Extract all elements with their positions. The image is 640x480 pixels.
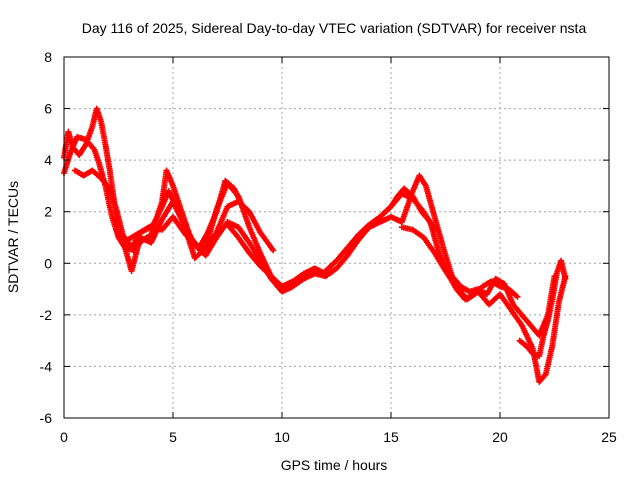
- x-tick-label: 25: [601, 429, 617, 445]
- grid: [64, 57, 609, 418]
- plot-area: [61, 105, 569, 385]
- y-tick-label: 6: [44, 101, 52, 117]
- data-point: [270, 247, 277, 254]
- y-tick-label: 8: [44, 49, 52, 65]
- series-sat-d: [113, 180, 329, 290]
- y-tick-label: 4: [44, 152, 52, 168]
- x-tick-label: 10: [274, 429, 290, 445]
- x-tick-label: 20: [492, 429, 508, 445]
- x-tick-label: 15: [383, 429, 399, 445]
- x-axis-label: GPS time / hours: [281, 457, 388, 473]
- y-tick-label: -4: [40, 358, 53, 374]
- y-tick-label: -6: [40, 410, 53, 426]
- y-axis-label: SDTVAR / TECUs: [5, 181, 21, 293]
- y-tick-label: 2: [44, 204, 52, 220]
- chart-title: Day 116 of 2025, Sidereal Day-to-day VTE…: [82, 20, 587, 36]
- x-tick-label: 5: [169, 429, 177, 445]
- data-point: [562, 275, 569, 282]
- axis-ticks: 0 5 10 15 20 25 -6 -4 -2 0 2 4 6 8: [40, 49, 617, 445]
- plot-frame: [63, 56, 610, 419]
- series-sat-i: [516, 257, 569, 360]
- x-tick-label: 0: [60, 429, 68, 445]
- y-tick-label: -2: [40, 307, 53, 323]
- data-point: [514, 293, 521, 300]
- y-tick-label: 0: [44, 255, 52, 271]
